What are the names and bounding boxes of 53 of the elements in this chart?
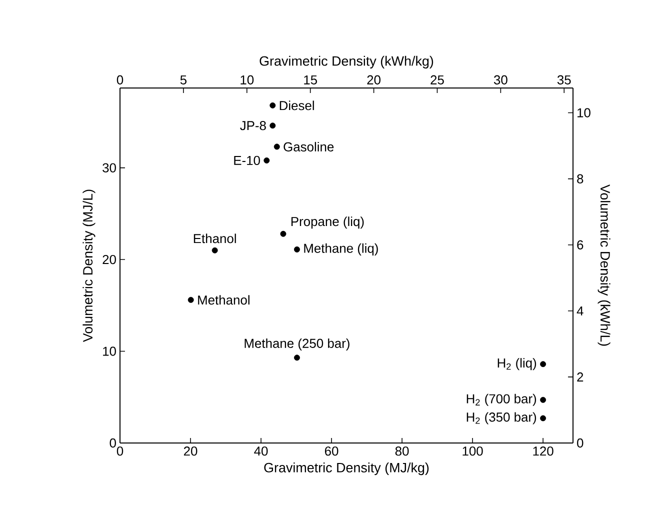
x-tick-label: 60 <box>324 446 338 456</box>
x2-tick-label: 25 <box>430 75 444 84</box>
x2-tick-label: 15 <box>304 75 317 84</box>
y2-tick-label: 0 <box>577 438 584 448</box>
y2-axis-title: Volumetric Density (kWh/L) <box>598 184 610 346</box>
annotation: H$_{2}$ (350 bar) <box>466 412 536 424</box>
x2-tick-label: 5 <box>180 75 186 84</box>
x-tick-label: 0 <box>116 446 124 456</box>
annotation: Propane (liq) <box>291 216 364 229</box>
annotation: H$_{2}$ (700 bar) <box>466 394 536 406</box>
x2-tick-label: 10 <box>240 75 254 84</box>
y2-tick-label: 4 <box>576 306 584 316</box>
annotation: Methane (liq) <box>304 243 378 256</box>
point <box>294 354 300 361</box>
y-axis-title: Volumetric Density (MJ/L) <box>82 190 96 342</box>
point <box>280 230 286 237</box>
y-tick-label: 30 <box>102 163 116 172</box>
x2-tick-label: 0 <box>116 75 124 84</box>
point <box>540 415 546 422</box>
point <box>188 296 194 303</box>
point <box>540 361 546 368</box>
point <box>294 246 300 252</box>
x-tick-label: 120 <box>533 446 554 456</box>
annotation: JP-8 <box>240 121 266 130</box>
x-tick-label: 40 <box>254 446 268 456</box>
point <box>540 396 546 403</box>
point <box>264 157 270 164</box>
annotation: Gasoline <box>284 142 334 152</box>
x2-tick-label: 30 <box>494 75 508 84</box>
point <box>212 247 218 254</box>
y-tick-label: 10 <box>103 346 116 356</box>
x-tick-label: 20 <box>184 446 198 456</box>
point <box>274 144 280 150</box>
annotation: Ethanol <box>194 234 236 244</box>
x-axis-title: Gravimetric Density (MJ/kg) <box>264 462 429 476</box>
annotation: E-10 <box>234 156 260 166</box>
x-tick-label: 80 <box>395 446 409 456</box>
annotation: Methanol <box>198 295 250 305</box>
y2-tick-label: 10 <box>578 108 590 118</box>
point <box>270 122 276 129</box>
x2-tick-label: 35 <box>557 75 571 84</box>
y-tick-label: 0 <box>110 438 116 448</box>
x2-axis-title: Gravimetric Density (kWh/kg) <box>260 56 434 68</box>
x-tick-label: 100 <box>462 446 483 456</box>
annotation: Diesel <box>280 100 314 110</box>
y2-tick-label: 8 <box>577 174 584 184</box>
x2-tick-label: 20 <box>367 75 380 84</box>
annotation: Methane (250 bar) <box>244 338 350 351</box>
annotation: H$_{2}$ (liq) <box>498 358 536 370</box>
y2-tick-label: 6 <box>577 240 584 250</box>
point <box>270 102 276 108</box>
y-tick-label: 20 <box>102 254 116 264</box>
y2-tick-label: 2 <box>577 372 584 382</box>
